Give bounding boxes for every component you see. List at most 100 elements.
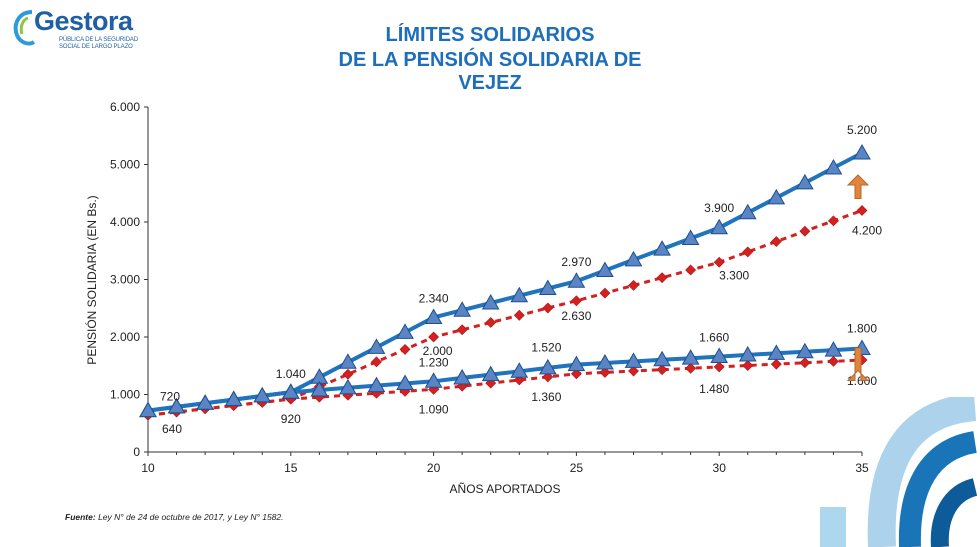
diamond-marker <box>542 302 554 314</box>
triangle-marker <box>481 293 500 310</box>
logo-subtitle-line1: PÚBLICA DE LA SEGURIDAD <box>59 37 139 43</box>
data-label: 2.000 <box>423 344 453 358</box>
triangle-marker <box>339 353 357 369</box>
triangle-marker <box>567 272 586 288</box>
data-label: 1.040 <box>276 367 306 381</box>
triangle-marker <box>624 250 643 267</box>
triangle-marker <box>853 143 871 160</box>
diamond-marker <box>342 368 354 380</box>
diamond-marker <box>628 279 639 291</box>
triangle-marker <box>424 372 443 388</box>
source-text: Ley N° de 24 de octubre de 2017, y Ley N… <box>95 512 284 522</box>
triangle-marker <box>510 286 529 303</box>
diamond-marker <box>628 365 639 377</box>
gestora-logo: Gestora PÚBLICA DE LA SEGURIDAD SOCIAL D… <box>12 4 152 54</box>
diamond-marker <box>770 236 782 247</box>
triangle-marker <box>253 386 272 403</box>
triangle-marker <box>653 350 671 367</box>
triangle-marker <box>596 353 614 370</box>
triangle-marker <box>224 390 243 407</box>
triangle-marker <box>767 188 786 205</box>
diamond-marker <box>685 264 697 276</box>
triangle-marker <box>796 342 814 359</box>
triangle-marker <box>681 349 700 365</box>
up-arrow-icon <box>846 347 870 381</box>
y-tick-label: 4.000 <box>110 215 140 229</box>
diamond-marker <box>485 317 497 328</box>
chart-markers <box>139 143 871 421</box>
y-axis-title: PENSIÓN SOLIDARIA (EN Bs.) <box>84 195 99 364</box>
triangle-marker <box>567 355 586 372</box>
data-label: 1.800 <box>847 322 877 336</box>
diamond-marker <box>856 205 868 216</box>
triangle-marker <box>710 347 729 364</box>
x-tick-label: 20 <box>427 461 441 475</box>
triangle-marker <box>281 383 300 399</box>
diamond-marker <box>713 256 725 268</box>
source-note: Fuente: Ley N° de 24 de octubre de 2017,… <box>65 512 284 522</box>
triangle-marker <box>167 397 186 414</box>
chart-axes: 0 1.000 2.000 3.000 4.000 5.000 6.000 10 15 20 25 3… <box>110 100 869 475</box>
diamond-marker <box>828 215 839 227</box>
triangle-marker <box>738 203 757 220</box>
triangle-marker <box>824 158 843 175</box>
triangle-marker <box>396 374 414 390</box>
triangle-marker <box>710 218 729 235</box>
data-label: 640 <box>162 422 182 436</box>
x-tick-label: 10 <box>141 461 155 475</box>
diamond-marker <box>742 246 754 258</box>
diamond-marker <box>770 358 782 370</box>
triangle-marker <box>310 381 329 397</box>
diamond-marker <box>799 225 811 237</box>
series-line <box>147 358 863 417</box>
triangle-marker <box>796 173 814 190</box>
diamond-marker <box>570 295 582 307</box>
triangle-marker <box>396 323 414 339</box>
triangle-marker <box>367 376 386 393</box>
x-tick-label: 15 <box>284 461 298 475</box>
diamond-marker <box>513 309 525 321</box>
data-label: 1.660 <box>699 331 729 345</box>
source-label: Fuente: <box>65 512 96 522</box>
y-tick-label: 6.000 <box>110 100 140 114</box>
diamond-marker <box>399 343 411 355</box>
data-label: 1.090 <box>419 402 449 416</box>
data-label: 1.360 <box>531 390 561 404</box>
diamond-marker <box>428 331 440 343</box>
data-label: 3.900 <box>704 201 734 215</box>
triangle-marker <box>538 279 557 295</box>
diamond-marker <box>570 368 582 380</box>
diamond-marker <box>656 364 668 376</box>
y-tick-label: 0 <box>133 445 140 459</box>
triangle-marker <box>481 365 500 382</box>
triangle-marker <box>453 301 472 317</box>
increase-arrows <box>846 174 870 381</box>
diamond-marker <box>713 361 725 373</box>
triangle-marker <box>738 345 757 362</box>
data-label: 2.630 <box>561 309 591 323</box>
triangle-marker <box>824 341 843 357</box>
data-label: 920 <box>281 412 301 426</box>
x-tick-label: 30 <box>713 461 727 475</box>
series-line <box>147 209 863 417</box>
data-label: 1.520 <box>531 341 561 355</box>
diamond-marker <box>685 362 697 374</box>
page-title-line1: LÍMITES SOLIDARIOS <box>385 24 595 46</box>
logo-name: Gestora <box>34 6 133 36</box>
diamond-marker <box>828 355 839 367</box>
y-tick-label: 3.000 <box>110 273 140 287</box>
triangle-marker <box>596 261 614 278</box>
triangle-marker <box>510 362 529 378</box>
triangle-marker <box>538 358 557 375</box>
diamond-marker <box>456 324 468 336</box>
triangle-marker <box>681 229 700 245</box>
diamond-marker <box>656 272 668 284</box>
data-label: 2.340 <box>419 291 449 305</box>
triangle-marker <box>624 352 643 368</box>
triangle-marker <box>339 378 357 395</box>
data-label: 1.230 <box>419 355 449 369</box>
x-axis-title: AÑOS APORTADOS <box>450 482 561 496</box>
diamond-marker <box>371 356 382 368</box>
